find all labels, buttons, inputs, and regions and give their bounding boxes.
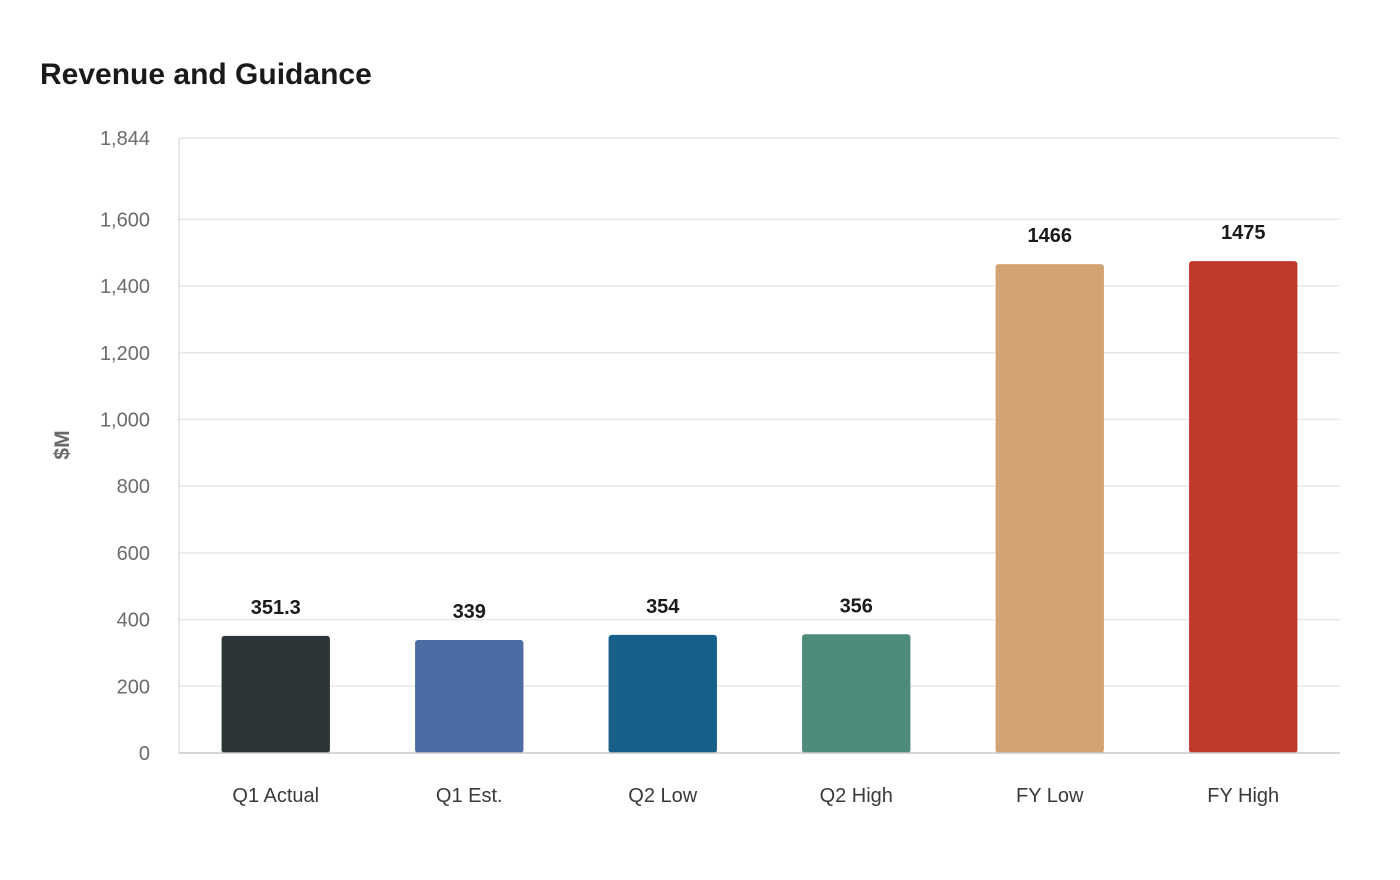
- data-labels: 351.3 339 354 356 1466 1475: [251, 222, 1266, 623]
- y-tick-label: 200: [117, 676, 150, 698]
- x-category-label: Q2 High: [820, 785, 893, 807]
- x-category-label: Q2 Low: [628, 785, 697, 807]
- bar-q1-actual: [221, 635, 330, 753]
- bar-value-label: 1475: [1221, 222, 1266, 244]
- bar-value-label: 1466: [1028, 225, 1073, 247]
- x-category-label: Q1 Est.: [436, 785, 503, 807]
- x-category-label: FY High: [1207, 785, 1279, 807]
- y-tick-label: 1,000: [100, 409, 150, 431]
- chart-title: Revenue and Guidance: [40, 58, 372, 91]
- bar-fy-high: [1189, 261, 1298, 753]
- y-tick-label: 1,844: [100, 128, 150, 150]
- bar-value-label: 339: [453, 601, 486, 623]
- gridlines: [179, 137, 1340, 688]
- y-tick-label: 1,600: [100, 209, 150, 231]
- bar-value-label: 351.3: [251, 597, 301, 619]
- y-axis-ticks: 0 200 400 600 800 1,000 1,200 1,400 1,600 1,844: [100, 128, 150, 765]
- x-category-label: Q1 Actual: [232, 785, 319, 807]
- bar-value-label: 356: [840, 595, 873, 617]
- bar-q1-est: [415, 639, 524, 753]
- y-tick-label: 800: [117, 476, 150, 498]
- y-axis-title: $M: [51, 430, 74, 459]
- y-tick-label: 1,200: [100, 343, 150, 365]
- x-category-label: FY Low: [1016, 785, 1084, 807]
- bar-q2-low: [608, 634, 717, 753]
- y-tick-label: 400: [117, 610, 150, 632]
- y-tick-label: 1,400: [100, 276, 150, 298]
- y-tick-label: 600: [117, 543, 150, 565]
- bar-value-label: 354: [646, 596, 680, 618]
- bar-fy-low: [995, 264, 1104, 753]
- x-axis-categories: Q1 Actual Q1 Est. Q2 Low Q2 High FY Low FY Hi…: [232, 785, 1279, 807]
- y-tick-label: 0: [139, 743, 150, 765]
- bar-q2-high: [802, 634, 911, 753]
- bars: [221, 261, 1298, 753]
